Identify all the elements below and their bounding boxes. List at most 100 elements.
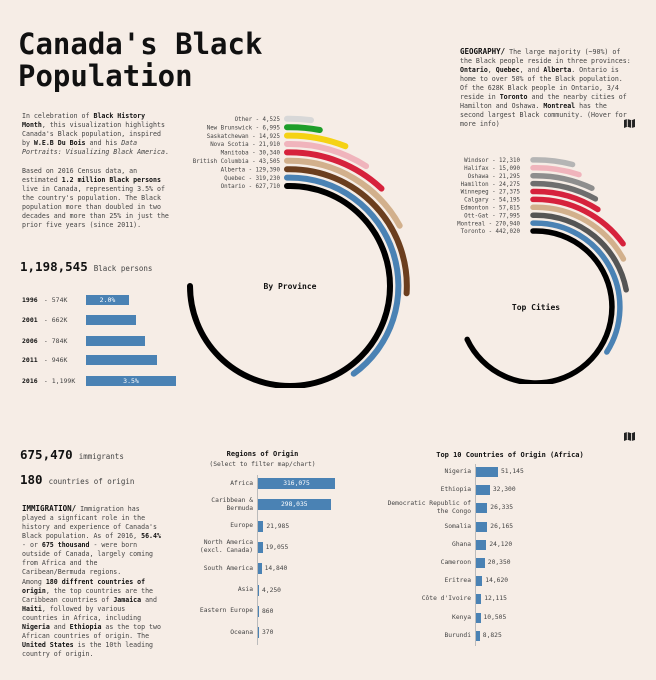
category-label: Burundi bbox=[444, 631, 471, 639]
category-label[interactable]: Oceana bbox=[230, 628, 253, 636]
bar[interactable] bbox=[258, 605, 259, 617]
bar[interactable] bbox=[258, 584, 259, 596]
province-arc[interactable] bbox=[284, 124, 323, 133]
city-arc[interactable] bbox=[530, 196, 626, 247]
city-arc[interactable] bbox=[530, 172, 595, 191]
map-icon[interactable] bbox=[623, 118, 636, 129]
category-label[interactable]: Eastern Europe bbox=[199, 607, 253, 615]
regions-chart-title: Regions of Origin bbox=[226, 450, 299, 458]
bar bbox=[476, 594, 482, 605]
year-value: - 946K bbox=[40, 356, 68, 364]
city-arc[interactable] bbox=[530, 212, 629, 293]
city-label: Halifax - 15,090 bbox=[464, 166, 520, 172]
axis-line bbox=[475, 464, 476, 646]
bar[interactable] bbox=[258, 627, 259, 639]
province-label: Alberta - 129,390 bbox=[221, 167, 281, 173]
city-arc[interactable] bbox=[530, 180, 599, 202]
category-label[interactable]: Africa bbox=[230, 479, 253, 487]
intro-paragraph: In celebration of Black History Month, t… bbox=[22, 112, 169, 156]
immigrants-total: 675,470 immigrants bbox=[20, 447, 124, 462]
province-arc[interactable] bbox=[284, 115, 314, 124]
page-title: Canada's Black Population bbox=[18, 27, 263, 93]
value-label: 316,075 bbox=[283, 480, 310, 487]
city-label: Hamilton - 24,275 bbox=[461, 182, 521, 188]
year-value: - 784K bbox=[40, 337, 68, 345]
category-label[interactable]: Asia bbox=[237, 586, 253, 593]
category-label[interactable]: North America (excl. Canada) bbox=[199, 539, 253, 555]
province-arc[interactable] bbox=[284, 174, 402, 377]
bar bbox=[476, 521, 488, 532]
value-label: 4,250 bbox=[262, 586, 281, 594]
city-label: Oshawa - 21,295 bbox=[468, 174, 521, 180]
province-arc[interactable] bbox=[284, 166, 410, 297]
city-arc[interactable] bbox=[464, 228, 615, 384]
city-arc[interactable] bbox=[530, 204, 627, 262]
city-arc[interactable] bbox=[530, 165, 582, 178]
bar bbox=[476, 630, 480, 641]
bar[interactable] bbox=[258, 478, 335, 489]
province-arc[interactable] bbox=[284, 141, 370, 170]
value-label: 12,115 bbox=[484, 595, 507, 603]
bar[interactable] bbox=[258, 499, 331, 511]
value-label: 32,300 bbox=[492, 486, 516, 494]
year-label: 1996 bbox=[22, 296, 38, 304]
bar bbox=[476, 576, 483, 587]
category-label: Democratic Republic of the Congo bbox=[387, 500, 471, 516]
province-arc[interactable] bbox=[187, 183, 393, 388]
year-value: - 1,199K bbox=[40, 377, 76, 385]
immigration-paragraph: IMMIGRATION/ Immigration has played a si… bbox=[22, 504, 161, 576]
year-row: 2001 - 662K bbox=[22, 316, 67, 326]
category-label[interactable]: Caribbean & Bermuda bbox=[211, 496, 253, 512]
province-label: Manitoba - 30,340 bbox=[221, 151, 281, 157]
bar[interactable] bbox=[258, 520, 264, 532]
category-label[interactable]: Europe bbox=[230, 522, 253, 530]
year-bar: 3.5% bbox=[86, 376, 176, 386]
year-value: - 574K bbox=[40, 296, 68, 304]
map-icon-2[interactable] bbox=[623, 431, 636, 442]
year-value: - 662K bbox=[40, 316, 68, 324]
province-label: British Columbia - 43,505 bbox=[193, 159, 281, 165]
category-label[interactable]: South America bbox=[203, 564, 253, 572]
value-label: 8,825 bbox=[482, 631, 502, 639]
value-label: 26,335 bbox=[490, 504, 514, 512]
category-label: Ethiopia bbox=[440, 486, 471, 494]
countries-of-origin-total: 180 countries of origin bbox=[20, 472, 135, 487]
value-label: 20,350 bbox=[487, 559, 511, 566]
countries-chart-title: Top 10 Countries of Origin (Africa) bbox=[436, 451, 584, 459]
province-label: New Brunswick - 6,995 bbox=[207, 125, 281, 131]
value-label: 19,055 bbox=[265, 543, 289, 551]
province-label: Nova Scotia - 21,910 bbox=[210, 142, 280, 148]
regions-chart-subtitle: (Select to filter map/chart) bbox=[209, 461, 316, 468]
value-label: 14,620 bbox=[485, 577, 509, 585]
bar bbox=[476, 539, 487, 550]
province-label: Other - 4,525 bbox=[235, 117, 281, 123]
value-label: 51,145 bbox=[501, 468, 524, 475]
category-label: Nigeria bbox=[444, 468, 471, 475]
year-row: 2016 - 1,199K bbox=[22, 377, 75, 387]
bar bbox=[476, 612, 481, 623]
value-label: 298,035 bbox=[281, 501, 308, 509]
province-label: Ontario - 627,710 bbox=[221, 184, 281, 190]
province-arc[interactable] bbox=[284, 149, 385, 192]
city-arc[interactable] bbox=[530, 188, 601, 213]
province-radial-chart: Other - 4,525 New Brunswick - 6,995 Saskat… bbox=[187, 115, 410, 388]
bar[interactable] bbox=[258, 563, 262, 575]
year-bar bbox=[86, 336, 145, 346]
city-chart-title: Top Cities bbox=[512, 302, 560, 312]
province-arc[interactable] bbox=[284, 157, 403, 229]
city-arc[interactable] bbox=[530, 157, 576, 168]
year-bar bbox=[86, 355, 157, 365]
year-bar bbox=[86, 315, 136, 325]
province-label: Saskatchewan - 14,925 bbox=[207, 134, 281, 140]
city-label: Edmonton - 57,815 bbox=[461, 206, 521, 212]
bar[interactable] bbox=[258, 541, 263, 553]
value-label: 21,985 bbox=[266, 522, 290, 530]
category-label: Ghana bbox=[452, 540, 471, 548]
cities-radial-chart: Windsor - 12,310 Halifax - 15,090 Oshawa -… bbox=[457, 157, 629, 384]
year-row: 2011 - 946K bbox=[22, 356, 67, 366]
city-label: Windsor - 12,310 bbox=[464, 158, 520, 164]
province-arc[interactable] bbox=[284, 132, 349, 150]
bar bbox=[476, 503, 488, 514]
city-label: Calgary - 54,195 bbox=[464, 198, 520, 204]
city-arc[interactable] bbox=[530, 220, 623, 355]
